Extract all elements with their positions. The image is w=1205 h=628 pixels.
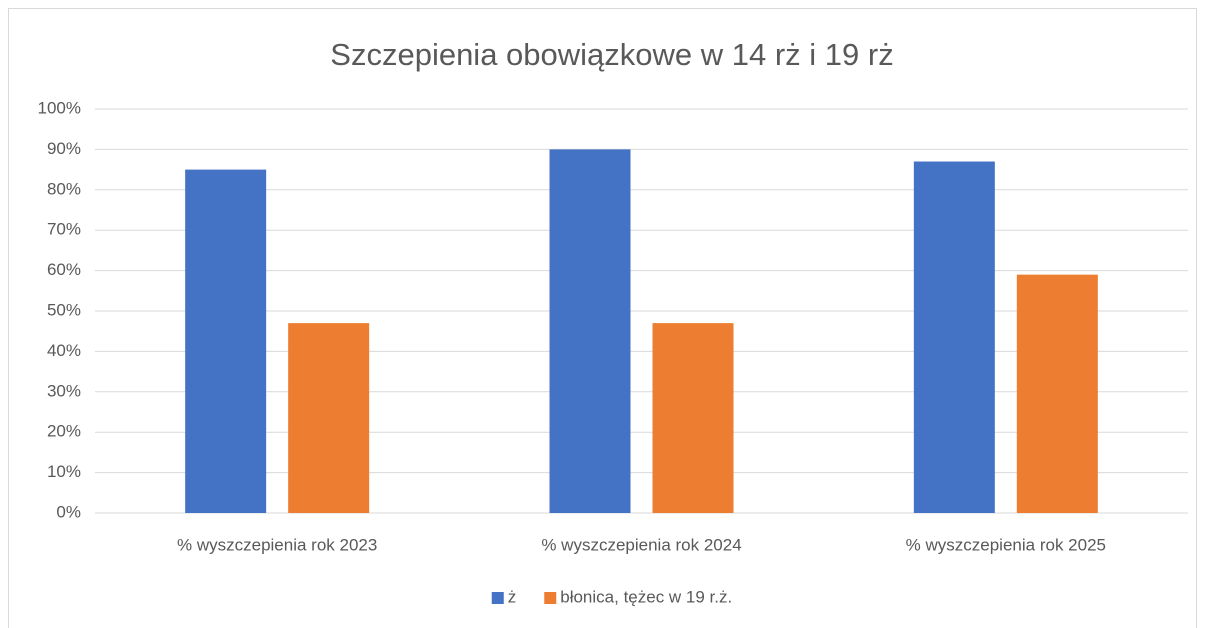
- y-tick-label: 0%: [56, 502, 81, 521]
- bar: [185, 169, 267, 513]
- bar: [549, 149, 631, 513]
- y-tick-label: 10%: [47, 462, 81, 481]
- y-tick-label: 90%: [47, 139, 81, 158]
- chart-title: Szczepienia obowiązkowe w 14 rż i 19 rż: [330, 37, 893, 72]
- legend-swatch: [544, 592, 557, 604]
- bar: [1016, 274, 1098, 513]
- bar: [652, 323, 734, 513]
- y-tick-label: 100%: [38, 98, 81, 117]
- legend-label: ż: [508, 587, 517, 606]
- bar: [288, 323, 370, 513]
- bar: [913, 161, 995, 513]
- y-tick-label: 30%: [47, 381, 81, 400]
- y-tick-label: 60%: [47, 260, 81, 279]
- y-tick-label: 20%: [47, 422, 81, 441]
- y-tick-label: 70%: [47, 220, 81, 239]
- legend-label: błonica, tężec w 19 r.ż.: [560, 587, 732, 606]
- y-tick-label: 50%: [47, 300, 81, 319]
- y-tick-label: 40%: [47, 341, 81, 360]
- legend-swatch: [491, 592, 504, 604]
- x-tick-label: % wyszczepienia rok 2025: [906, 535, 1106, 554]
- y-tick-label: 80%: [47, 179, 81, 198]
- x-tick-label: % wyszczepienia rok 2023: [177, 535, 377, 554]
- x-tick-label: % wyszczepienia rok 2024: [541, 535, 741, 554]
